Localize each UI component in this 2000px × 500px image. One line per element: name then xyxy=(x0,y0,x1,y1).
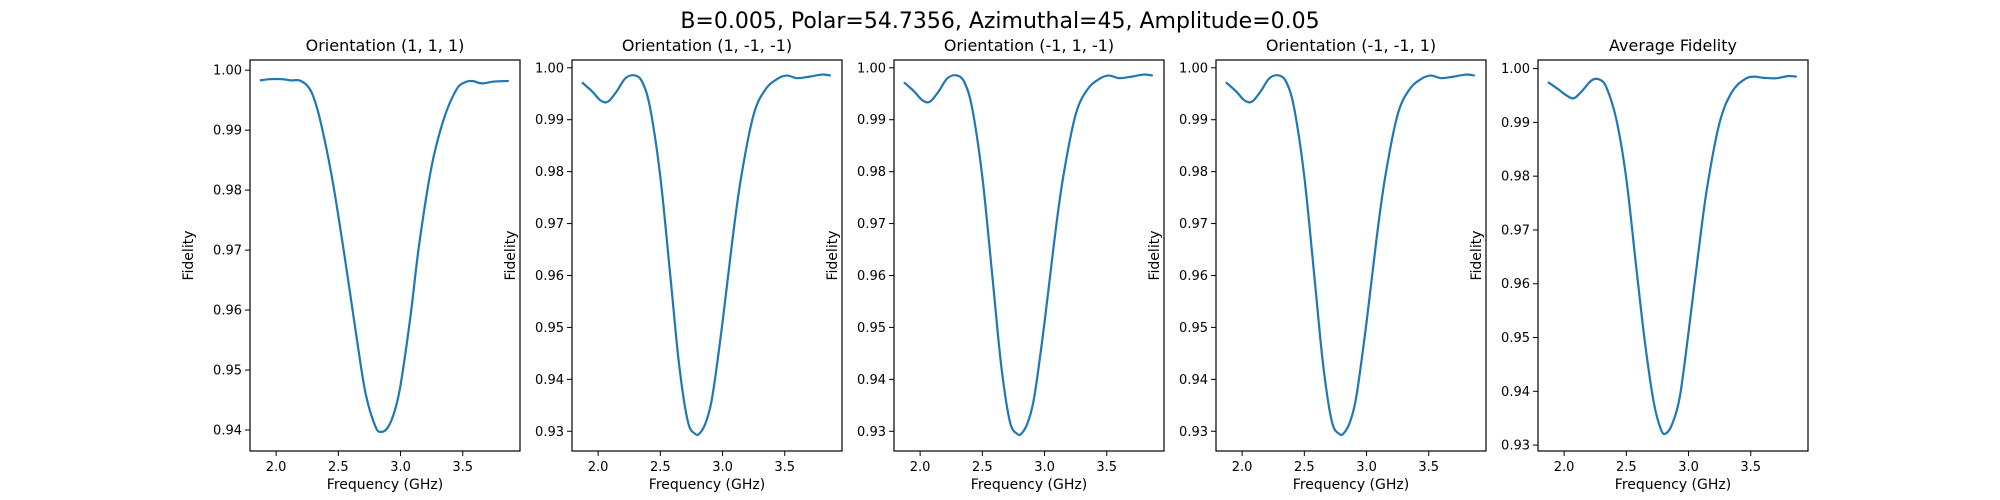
y-tick-label: 1.00 xyxy=(213,64,242,79)
panel-title: Average Fidelity xyxy=(1609,36,1737,55)
x-tick-label: 2.5 xyxy=(972,460,993,475)
y-tick-label: 0.97 xyxy=(1501,223,1530,238)
figure-suptitle: B=0.005, Polar=54.7356, Azimuthal=45, Am… xyxy=(680,9,1319,34)
panel-2: Orientation (1, -1, -1) 2.0 2.5 3.0 3.5 0.93 0… xyxy=(503,36,843,493)
panel-1: Orientation (1, 1, 1) 2.0 2.5 3.0 3.5 0.94 0.9… xyxy=(181,36,521,493)
y-tick-label: 0.98 xyxy=(535,165,564,180)
y-tick-label: 0.97 xyxy=(857,217,886,232)
axes-frame xyxy=(1537,59,1809,452)
y-tick-label: 0.93 xyxy=(857,425,886,440)
fidelity-series-line xyxy=(581,73,831,437)
y-tick-label: 0.93 xyxy=(1179,425,1208,440)
axes-frame xyxy=(1215,59,1487,452)
y-tick-label: 0.98 xyxy=(857,165,886,180)
fidelity-series-line xyxy=(1225,73,1475,437)
y-tick-label: 0.93 xyxy=(535,425,564,440)
y-tick-label: 0.97 xyxy=(213,244,242,259)
y-tick-label: 0.93 xyxy=(1501,439,1530,454)
x-tick-label: 2.5 xyxy=(328,460,349,475)
x-tick-label: 2.0 xyxy=(588,460,609,475)
y-tick-label: 1.00 xyxy=(1501,62,1530,77)
panel-title: Orientation (1, -1, -1) xyxy=(622,36,792,55)
panel-title: Orientation (-1, 1, -1) xyxy=(944,36,1114,55)
panel-title: Orientation (1, 1, 1) xyxy=(306,36,465,55)
y-tick-label: 0.98 xyxy=(1501,170,1530,185)
y-tick-label: 0.96 xyxy=(857,269,886,284)
y-tick-label: 0.94 xyxy=(535,373,564,388)
x-tick-label: 2.5 xyxy=(1616,460,1637,475)
y-tick-label: 0.99 xyxy=(1179,113,1208,128)
axes-frame xyxy=(571,59,843,452)
y-tick-label: 0.96 xyxy=(1501,277,1530,292)
y-tick-label: 0.94 xyxy=(1179,373,1208,388)
y-tick-label: 0.97 xyxy=(535,217,564,232)
x-axis-label: Frequency (GHz) xyxy=(1293,477,1409,493)
x-tick-label: 3.5 xyxy=(1096,460,1117,475)
y-tick-label: 0.94 xyxy=(213,424,242,439)
x-tick-label: 3.0 xyxy=(712,460,733,475)
y-tick-label: 0.96 xyxy=(535,269,564,284)
x-axis-label: Frequency (GHz) xyxy=(1615,477,1731,493)
y-tick-label: 0.97 xyxy=(1179,217,1208,232)
y-tick-label: 0.95 xyxy=(1501,331,1530,346)
y-axis-label: Fidelity xyxy=(503,231,519,281)
panel-5: Average Fidelity 2.0 2.5 3.0 3.5 0.93 0.94 0.95… xyxy=(1469,36,1809,493)
fidelity-series-line xyxy=(903,73,1153,437)
x-tick-label: 2.0 xyxy=(910,460,931,475)
y-tick-label: 0.94 xyxy=(857,373,886,388)
x-axis-label: Frequency (GHz) xyxy=(327,477,443,493)
y-tick-label: 0.98 xyxy=(213,184,242,199)
y-tick-label: 0.99 xyxy=(213,124,242,139)
x-tick-label: 3.5 xyxy=(1740,460,1761,475)
y-tick-label: 0.96 xyxy=(1179,269,1208,284)
y-tick-label: 0.99 xyxy=(1501,116,1530,131)
y-tick-label: 0.95 xyxy=(857,321,886,336)
x-tick-label: 3.5 xyxy=(1418,460,1439,475)
panels: Orientation (1, 1, 1) 2.0 2.5 3.0 3.5 0.94 0.9… xyxy=(181,36,1809,493)
panel-title: Orientation (-1, -1, 1) xyxy=(1266,36,1436,55)
x-tick-label: 2.5 xyxy=(650,460,671,475)
y-axis-label: Fidelity xyxy=(1469,231,1485,281)
y-tick-label: 1.00 xyxy=(1179,61,1208,76)
axes-frame xyxy=(893,59,1165,452)
y-tick-label: 1.00 xyxy=(857,61,886,76)
axes-frame xyxy=(249,59,521,452)
x-axis-label: Frequency (GHz) xyxy=(971,477,1087,493)
y-axis-label: Fidelity xyxy=(1147,231,1163,281)
x-tick-label: 2.0 xyxy=(1554,460,1575,475)
y-tick-label: 0.96 xyxy=(213,304,242,319)
fidelity-series-line xyxy=(259,77,509,434)
panel-4: Orientation (-1, -1, 1) 2.0 2.5 3.0 3.5 0.93 0… xyxy=(1147,36,1487,493)
y-tick-label: 0.94 xyxy=(1501,385,1530,400)
y-tick-label: 0.95 xyxy=(1179,321,1208,336)
y-axis-label: Fidelity xyxy=(825,231,841,281)
x-tick-label: 3.0 xyxy=(1034,460,1055,475)
x-axis-label: Frequency (GHz) xyxy=(649,477,765,493)
y-tick-label: 0.99 xyxy=(857,113,886,128)
y-tick-label: 1.00 xyxy=(535,61,564,76)
y-axis-label: Fidelity xyxy=(181,231,197,281)
panel-3: Orientation (-1, 1, -1) 2.0 2.5 3.0 3.5 0.93 0… xyxy=(825,36,1165,493)
y-tick-label: 0.98 xyxy=(1179,165,1208,180)
x-tick-label: 3.0 xyxy=(390,460,411,475)
x-tick-label: 3.0 xyxy=(1356,460,1377,475)
x-tick-label: 3.0 xyxy=(1678,460,1699,475)
x-tick-label: 2.0 xyxy=(266,460,287,475)
y-tick-label: 0.99 xyxy=(535,113,564,128)
x-tick-label: 2.5 xyxy=(1294,460,1315,475)
y-tick-label: 0.95 xyxy=(535,321,564,336)
x-tick-label: 3.5 xyxy=(452,460,473,475)
x-tick-label: 2.0 xyxy=(1232,460,1253,475)
fidelity-series-line xyxy=(1547,74,1797,436)
y-tick-label: 0.95 xyxy=(213,364,242,379)
x-tick-label: 3.5 xyxy=(774,460,795,475)
